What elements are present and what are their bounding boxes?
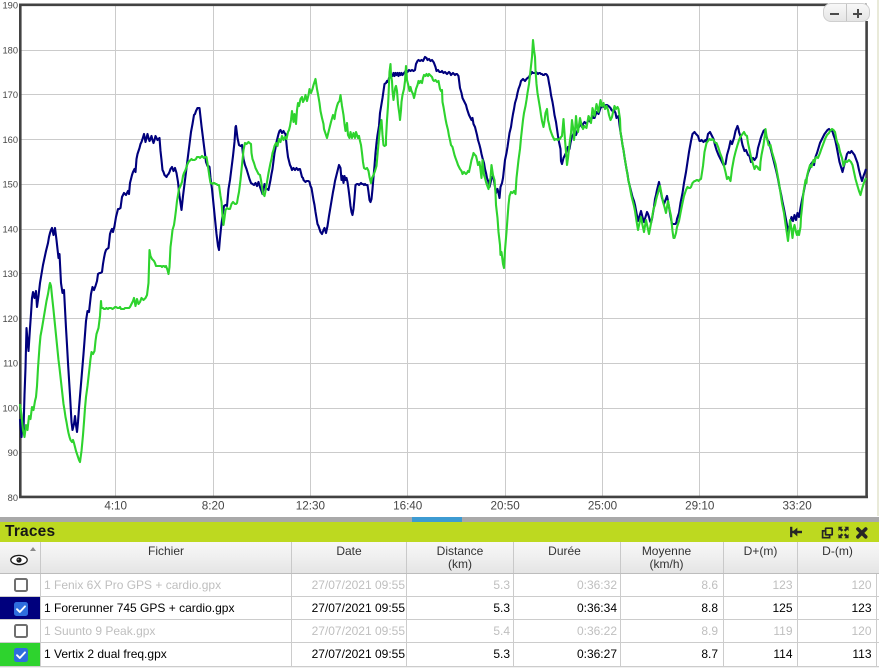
svg-text:16:40: 16:40: [393, 500, 423, 513]
svg-text:80: 80: [8, 493, 18, 503]
svg-text:100: 100: [2, 403, 18, 413]
svg-text:33:20: 33:20: [782, 500, 812, 513]
svg-text:130: 130: [2, 269, 18, 279]
svg-text:180: 180: [2, 45, 18, 55]
svg-text:140: 140: [2, 224, 18, 234]
svg-text:170: 170: [2, 90, 18, 100]
svg-text:90: 90: [8, 448, 18, 458]
svg-text:150: 150: [2, 180, 18, 190]
svg-text:20:50: 20:50: [490, 500, 520, 513]
svg-text:120: 120: [2, 314, 18, 324]
svg-text:160: 160: [2, 135, 18, 145]
svg-text:12:30: 12:30: [296, 500, 326, 513]
svg-text:4:10: 4:10: [104, 500, 127, 513]
svg-text:8:20: 8:20: [202, 500, 225, 513]
svg-text:25:00: 25:00: [588, 500, 618, 513]
svg-text:29:10: 29:10: [685, 500, 715, 513]
svg-text:110: 110: [3, 359, 18, 369]
svg-text:190: 190: [2, 1, 18, 11]
